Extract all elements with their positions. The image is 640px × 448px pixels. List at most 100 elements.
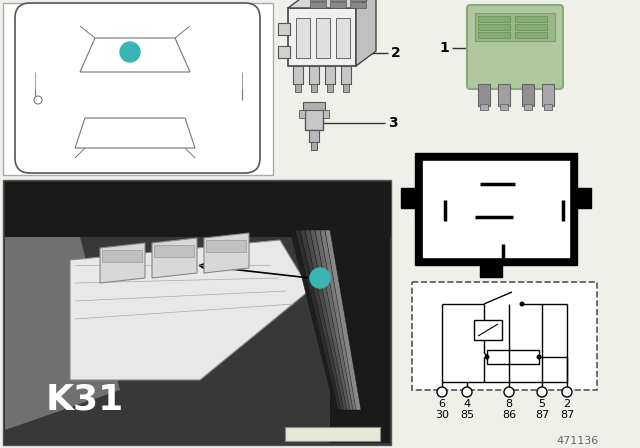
Bar bbox=[575, 188, 591, 208]
Circle shape bbox=[120, 42, 140, 62]
Bar bbox=[288, 8, 356, 66]
Polygon shape bbox=[100, 243, 145, 283]
Polygon shape bbox=[152, 238, 197, 278]
Bar bbox=[278, 23, 290, 35]
Polygon shape bbox=[356, 0, 376, 66]
Text: 86: 86 bbox=[502, 410, 516, 420]
Bar bbox=[401, 188, 417, 208]
Circle shape bbox=[437, 387, 447, 397]
Text: K31: K31 bbox=[504, 53, 525, 63]
Polygon shape bbox=[310, 230, 352, 410]
Text: 85: 85 bbox=[460, 410, 474, 420]
Circle shape bbox=[484, 354, 490, 359]
Bar bbox=[323, 110, 329, 118]
Circle shape bbox=[537, 387, 547, 397]
Bar bbox=[316, 18, 330, 58]
Text: 2: 2 bbox=[391, 46, 401, 60]
Circle shape bbox=[520, 302, 525, 306]
Text: 87: 87 bbox=[485, 202, 501, 215]
Bar bbox=[478, 24, 510, 30]
Text: 87: 87 bbox=[560, 410, 574, 420]
Polygon shape bbox=[70, 240, 310, 380]
Text: 30: 30 bbox=[427, 202, 443, 215]
Bar bbox=[330, 2, 346, 8]
Bar bbox=[102, 250, 142, 262]
Polygon shape bbox=[315, 230, 355, 410]
Bar bbox=[296, 18, 310, 58]
Polygon shape bbox=[320, 230, 358, 410]
Circle shape bbox=[34, 96, 42, 104]
Bar bbox=[311, 142, 317, 150]
Bar bbox=[500, 104, 508, 110]
Bar bbox=[480, 104, 488, 110]
Polygon shape bbox=[325, 230, 361, 410]
Circle shape bbox=[310, 268, 330, 288]
Bar bbox=[487, 350, 539, 364]
Bar bbox=[305, 108, 323, 130]
Bar bbox=[350, 0, 366, 1]
Text: 3: 3 bbox=[388, 116, 398, 130]
Text: 6: 6 bbox=[438, 399, 445, 409]
Bar bbox=[423, 161, 569, 257]
Text: 003045: 003045 bbox=[314, 429, 353, 439]
Bar bbox=[330, 0, 346, 1]
Polygon shape bbox=[288, 0, 376, 8]
Text: 5: 5 bbox=[538, 399, 545, 409]
Bar bbox=[412, 282, 597, 390]
Text: 86: 86 bbox=[484, 229, 501, 242]
Bar bbox=[3, 3, 273, 175]
Bar bbox=[311, 84, 317, 92]
Bar bbox=[285, 427, 380, 441]
Bar bbox=[480, 263, 502, 277]
Bar bbox=[327, 84, 333, 92]
Text: 87: 87 bbox=[535, 410, 549, 420]
Bar bbox=[544, 104, 552, 110]
Text: 85: 85 bbox=[545, 202, 561, 215]
Bar bbox=[325, 66, 335, 84]
Bar bbox=[330, 230, 390, 443]
Bar bbox=[295, 84, 301, 92]
Bar bbox=[5, 182, 391, 445]
Text: 8: 8 bbox=[506, 399, 513, 409]
Bar bbox=[478, 32, 510, 38]
Text: 2: 2 bbox=[563, 399, 571, 409]
Polygon shape bbox=[80, 38, 190, 72]
Bar bbox=[336, 18, 350, 58]
Text: 471136: 471136 bbox=[557, 436, 599, 446]
Polygon shape bbox=[75, 118, 195, 148]
Bar bbox=[309, 130, 319, 142]
FancyBboxPatch shape bbox=[15, 3, 260, 173]
Bar bbox=[515, 32, 547, 38]
Bar bbox=[498, 84, 510, 106]
Bar bbox=[415, 153, 577, 265]
Polygon shape bbox=[300, 230, 346, 410]
Circle shape bbox=[504, 387, 514, 397]
Polygon shape bbox=[5, 237, 120, 430]
Text: 1: 1 bbox=[125, 46, 134, 59]
FancyBboxPatch shape bbox=[467, 5, 563, 89]
Bar bbox=[350, 2, 366, 8]
Bar bbox=[303, 102, 325, 110]
Bar bbox=[475, 13, 555, 41]
Polygon shape bbox=[204, 233, 249, 273]
Bar bbox=[309, 66, 319, 84]
Bar bbox=[310, 0, 326, 1]
Bar bbox=[515, 24, 547, 30]
Circle shape bbox=[462, 387, 472, 397]
Bar bbox=[524, 104, 532, 110]
Bar bbox=[299, 110, 305, 118]
Bar bbox=[542, 84, 554, 106]
Polygon shape bbox=[305, 230, 349, 410]
Bar bbox=[206, 240, 246, 252]
Text: K31: K31 bbox=[46, 383, 124, 417]
Text: 87: 87 bbox=[489, 168, 505, 181]
Polygon shape bbox=[290, 230, 340, 410]
Text: 30: 30 bbox=[435, 410, 449, 420]
Bar bbox=[278, 46, 290, 58]
Text: 1: 1 bbox=[439, 41, 449, 55]
Bar bbox=[478, 16, 510, 22]
Bar bbox=[5, 182, 391, 237]
Polygon shape bbox=[295, 230, 343, 410]
Bar bbox=[154, 245, 194, 257]
Bar bbox=[478, 84, 490, 106]
